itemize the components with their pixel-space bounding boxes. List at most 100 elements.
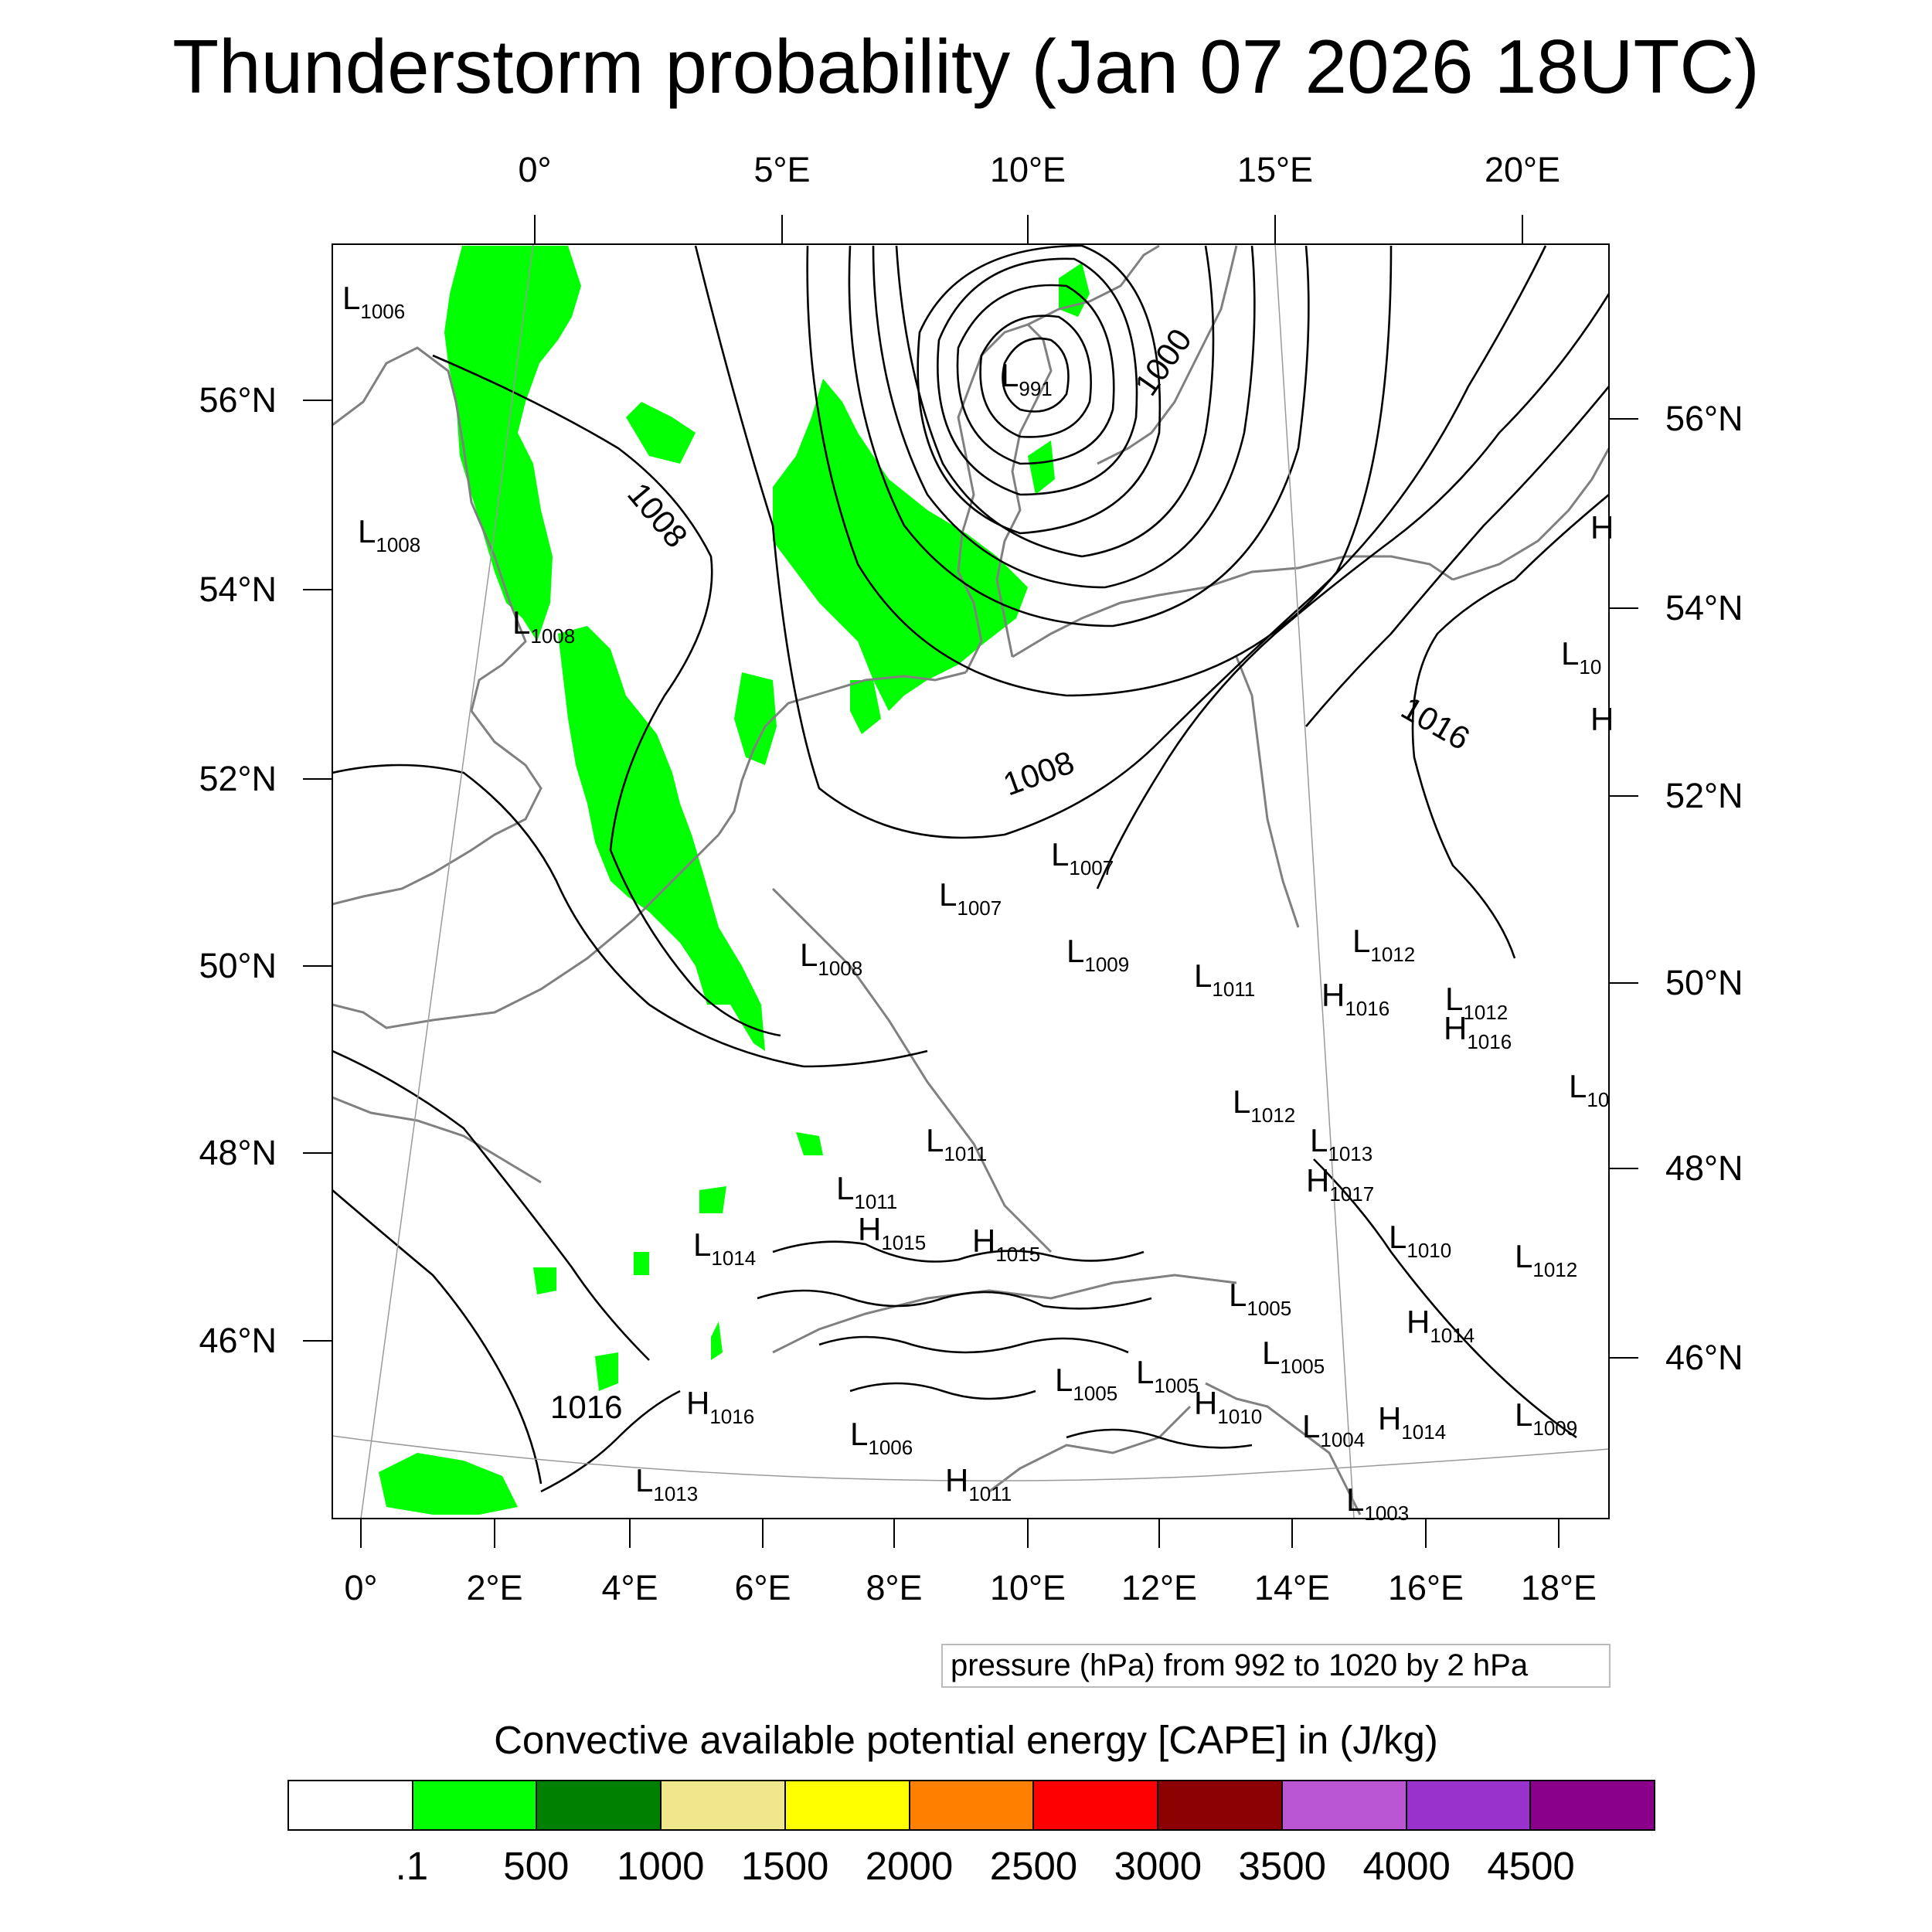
pressure-type-letter: H <box>686 1385 709 1421</box>
coastline-baltic-east <box>1452 447 1609 581</box>
cape-shading <box>379 246 1090 1515</box>
contour-info-box: pressure (hPa) from 992 to 1020 by 2 hPa <box>941 1644 1611 1688</box>
pressure-value: 1006 <box>360 300 405 323</box>
isobar-996 <box>937 257 1138 496</box>
isobar-1014 <box>332 1189 543 1485</box>
isobar-994 <box>956 284 1115 465</box>
pressure-value: 1016 <box>709 1405 754 1428</box>
pressure-value: 1010 <box>1406 1239 1451 1262</box>
coastline-sweden <box>1027 244 1160 326</box>
cape-area-north-sea-east <box>773 379 1028 711</box>
isobar-1010 <box>332 764 928 1068</box>
pressure-type-letter: L <box>358 513 376 549</box>
pressure-value: 1007 <box>957 896 1002 920</box>
colorbar-box <box>1034 1781 1159 1829</box>
low-pressure-center: L1008 <box>512 604 575 648</box>
isobar-1016-south <box>540 1389 681 1493</box>
pressure-value: 1014 <box>1401 1420 1446 1444</box>
cape-area-north-sea-west <box>444 246 581 641</box>
isobar-1004 <box>848 245 1310 628</box>
low-pressure-center: L1010 <box>1389 1219 1451 1262</box>
pressure-type-letter: L <box>850 1416 868 1452</box>
pressure-type-letter: H <box>1590 701 1614 737</box>
pressure-type-letter: L <box>1229 1277 1247 1313</box>
colorbar-label: 1500 <box>740 1844 829 1888</box>
pressure-value: 1010 <box>1217 1405 1262 1428</box>
left-lat-label: 46°N <box>199 1321 277 1360</box>
pressure-value: 1005 <box>1280 1355 1325 1378</box>
low-pressure-center: L10 <box>1561 635 1601 679</box>
pressure-value: 1003 <box>1364 1502 1409 1525</box>
high-pressure-center: H1016 <box>1321 977 1389 1020</box>
cape-area-south-patch1 <box>595 1352 618 1391</box>
pressure-type-letter: L <box>1569 1068 1587 1104</box>
pressure-value: 1013 <box>1328 1142 1372 1165</box>
pressure-type-letter: L <box>635 1462 653 1498</box>
pressure-value: 1009 <box>1084 953 1129 976</box>
left-lat-label: 56°N <box>199 380 277 420</box>
isobar-label: 1000 <box>1128 322 1199 402</box>
isobar-991-inner <box>1002 337 1070 413</box>
axis-ticks <box>303 215 1638 1548</box>
pressure-value: 1012 <box>1463 1001 1508 1024</box>
border-germany-poland <box>1235 656 1300 928</box>
border-alps <box>772 1274 1237 1354</box>
pressure-type-letter: L <box>1445 981 1463 1017</box>
low-pressure-center: L991 <box>1001 357 1053 400</box>
low-pressure-center: L1011 <box>926 1122 987 1165</box>
top-lon-label: 0° <box>518 150 551 189</box>
isobar-alps-wiggle-2 <box>757 1289 1152 1310</box>
high-pressure-center: H1015 <box>972 1223 1040 1266</box>
map-title: Thunderstorm probability (Jan 07 2026 18… <box>172 24 1760 109</box>
coastline-adriatic <box>1205 1382 1362 1515</box>
low-pressure-center: L1011 <box>836 1170 897 1213</box>
isobars <box>332 244 1609 1493</box>
pressure-value: 1009 <box>1532 1417 1577 1440</box>
high-pressure-center: H1014 <box>1378 1400 1446 1444</box>
coastline-ligurian <box>988 1405 1192 1493</box>
right-lat-label: 54°N <box>1665 588 1743 628</box>
low-pressure-center: L1012 <box>1233 1083 1295 1127</box>
colorbar-label: 2500 <box>989 1844 1078 1888</box>
graticule-meridian-0 <box>360 244 534 1519</box>
pressure-value: 1011 <box>968 1482 1012 1505</box>
pressure-value: 1005 <box>1073 1382 1117 1405</box>
colorbar <box>287 1780 1655 1831</box>
colorbar-box <box>289 1781 413 1829</box>
cape-area-channel <box>558 626 765 1051</box>
isobar-balkans <box>1313 1158 1577 1439</box>
bottom-lon-label: 4°E <box>601 1568 658 1607</box>
colorbar-label: 2000 <box>865 1844 954 1888</box>
bottom-lon-label: 10°E <box>990 1568 1066 1607</box>
left-lat-label: 48°N <box>199 1133 277 1172</box>
colorbar-box <box>1406 1781 1532 1829</box>
cape-area-south-patch2 <box>533 1267 556 1294</box>
border-france-interior <box>332 1096 542 1184</box>
pressure-type-letter: L <box>1310 1122 1328 1158</box>
isobar-1006 <box>806 245 1393 697</box>
coastline-denmark <box>957 323 1053 673</box>
low-pressure-center: L1008 <box>800 937 862 980</box>
pressure-type-letter: L <box>1515 1396 1532 1433</box>
pressure-value: 1014 <box>1430 1324 1475 1347</box>
high-pressure-center: H1014 <box>1406 1304 1475 1347</box>
top-lon-label: 10°E <box>990 150 1066 189</box>
pressure-value: 1004 <box>1320 1428 1365 1451</box>
pressure-type-letter: H <box>858 1211 881 1247</box>
pressure-value: 1005 <box>1154 1374 1199 1397</box>
cape-area-south-patch4 <box>699 1186 726 1213</box>
isobar-italy <box>1066 1428 1253 1449</box>
pressure-value: 991 <box>1019 377 1052 400</box>
bottom-lon-label: 6°E <box>734 1568 791 1607</box>
coastline-benelux <box>717 671 967 835</box>
isobar-alps-wiggle-3 <box>818 1335 1129 1354</box>
pressure-value: 10 <box>1587 1088 1609 1111</box>
top-lon-label: 20°E <box>1485 150 1560 189</box>
isobar-1008-west <box>432 354 781 1037</box>
pressure-value: 1013 <box>653 1482 698 1505</box>
pressure-value: 1008 <box>818 957 862 980</box>
right-lat-label: 50°N <box>1665 963 1743 1002</box>
bottom-lon-label: 2°E <box>466 1568 522 1607</box>
right-lat-label: 56°N <box>1665 399 1743 438</box>
isobar-alps-wiggle-1 <box>772 1240 1145 1263</box>
